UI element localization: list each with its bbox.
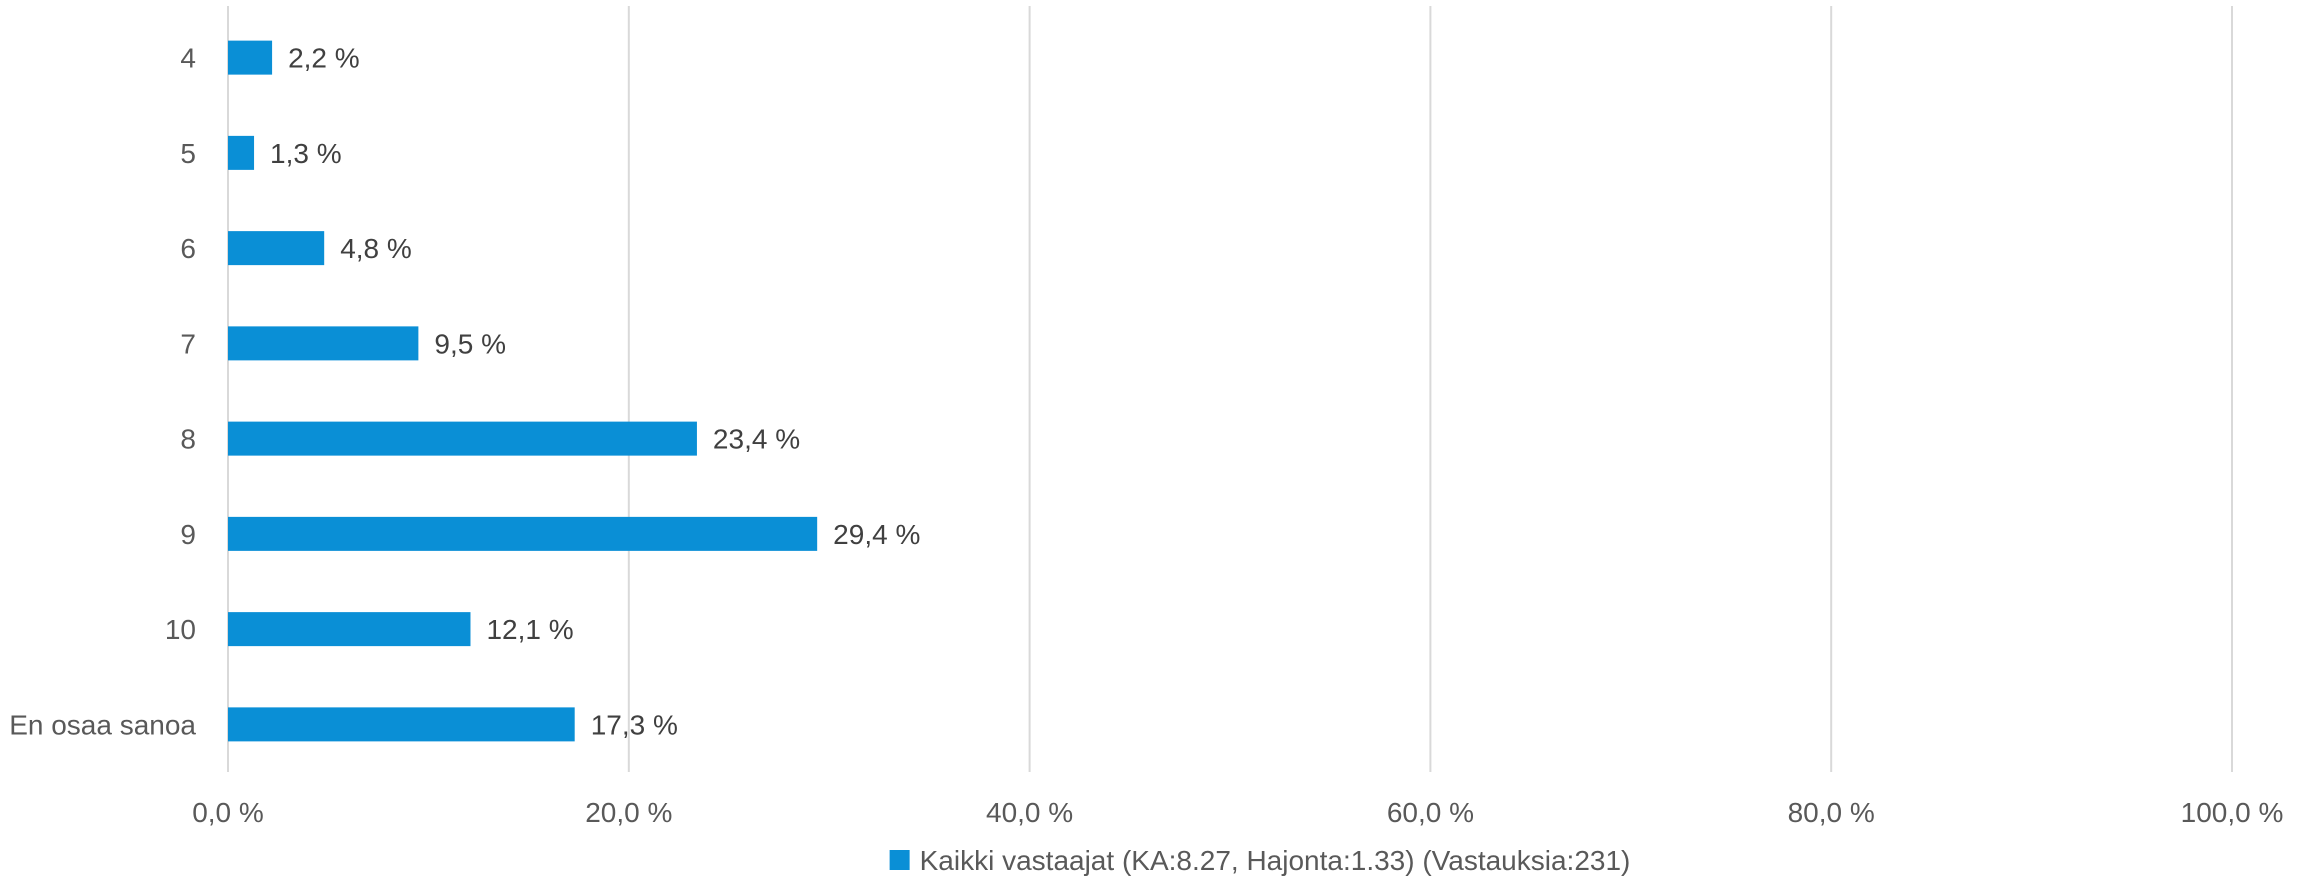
legend: Kaikki vastaajat (KA:8.27, Hajonta:1.33)… [889, 845, 1631, 876]
legend-swatch [889, 850, 910, 870]
category-label: 5 [180, 138, 196, 169]
x-tick-label: 40,0 % [986, 797, 1073, 828]
x-tick-label: 60,0 % [1387, 797, 1474, 828]
category-labels: 4 5 6 7 8 9 10 En osaa sanoa [9, 43, 196, 741]
x-tick-label: 0,0 % [192, 797, 264, 828]
data-label: 17,3 % [591, 709, 678, 740]
category-label: 10 [165, 614, 196, 645]
category-label: En osaa sanoa [9, 709, 196, 740]
x-tick-label: 20,0 % [585, 797, 672, 828]
data-label: 12,1 % [486, 614, 573, 645]
gridlines [227, 6, 2233, 772]
bar [228, 135, 255, 170]
data-label: 2,2 % [288, 43, 360, 74]
x-tick-label: 80,0 % [1788, 797, 1875, 828]
legend-label: Kaikki vastaajat (KA:8.27, Hajonta:1.33)… [920, 845, 1631, 876]
category-label: 9 [180, 519, 196, 550]
data-label: 1,3 % [270, 138, 342, 169]
data-label: 9,5 % [434, 328, 506, 359]
bar [228, 231, 325, 266]
x-tick-label: 100,0 % [2181, 797, 2284, 828]
category-label: 7 [180, 328, 196, 359]
category-label: 4 [180, 43, 196, 74]
data-labels: 2,2 % 1,3 % 4,8 % 9,5 % 23,4 % 29,4 % 12,1 % 17… [270, 43, 920, 741]
x-axis-tick-labels: 0,0 % 20,0 % 40,0 % 60,0 % 80,0 % 100,0 % [192, 797, 2283, 828]
bar [228, 707, 575, 742]
bar [228, 421, 697, 456]
data-label: 29,4 % [833, 519, 920, 550]
bar [228, 516, 818, 551]
category-label: 6 [180, 233, 196, 264]
category-label: 8 [180, 424, 196, 455]
bars [228, 40, 818, 742]
bar [228, 326, 419, 361]
bar [228, 612, 471, 647]
bar [228, 40, 273, 75]
data-label: 23,4 % [713, 424, 800, 455]
data-label: 4,8 % [340, 233, 412, 264]
